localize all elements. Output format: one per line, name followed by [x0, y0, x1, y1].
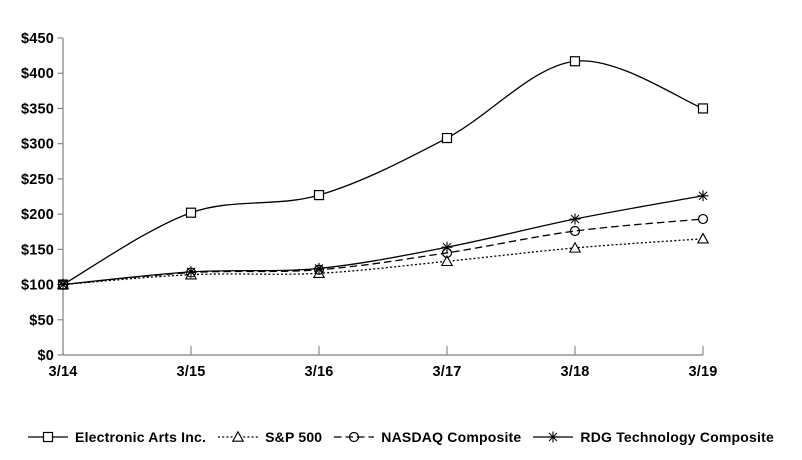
legend-label-rdg: RDG Technology Composite	[580, 429, 774, 445]
triangle-marker-icon	[440, 254, 454, 267]
y-axis-tick-label: $200	[21, 207, 54, 223]
legend-item-nasdaq: NASDAQ Composite	[334, 429, 521, 445]
x-axis-tick-label: 3/19	[688, 364, 717, 380]
square-marker-icon	[313, 189, 325, 201]
electronic-arts-inc-marker	[313, 189, 325, 201]
square-marker-icon	[697, 103, 709, 114]
y-axis-tick-label: $450	[21, 31, 54, 47]
rdg-technology-composite-marker	[697, 190, 709, 202]
y-axis-tick-label: $250	[21, 172, 54, 188]
x-axis-tick-label: 3/15	[176, 364, 205, 380]
y-axis-tick-label: $150	[21, 242, 54, 258]
x-axis-tick-label: 3/14	[48, 364, 77, 380]
nasdaq-composite-marker	[569, 225, 581, 237]
legend-label-sp500: S&P 500	[265, 429, 323, 445]
y-axis-tick-label: $50	[29, 313, 54, 329]
legend-label-electronic-arts: Electronic Arts Inc.	[75, 429, 207, 445]
rdg-technology-composite-marker	[569, 213, 581, 225]
series-line-electronic-arts-inc	[62, 60, 704, 286]
chart-legend: Electronic Arts Inc. S&P 500 NASDAQ Comp…	[0, 429, 802, 445]
legend-item-sp500: S&P 500	[218, 429, 322, 445]
asterisk-marker-icon	[314, 263, 324, 273]
y-axis-tick-label: $0	[37, 348, 54, 364]
square-marker-icon	[42, 431, 54, 443]
asterisk-marker-icon	[570, 214, 580, 224]
electronic-arts-inc-marker	[441, 132, 453, 144]
rdg-technology-composite-marker	[441, 241, 453, 253]
square-marker-icon	[28, 431, 69, 443]
legend-marker	[231, 430, 245, 442]
series-line-s-p-500	[62, 238, 704, 286]
asterisk-marker-icon	[698, 191, 708, 201]
x-axis-tick-label: 3/17	[432, 364, 461, 380]
s-p-500-marker	[568, 241, 582, 253]
circle-marker-icon	[349, 431, 360, 443]
asterisk-marker-icon	[549, 432, 558, 442]
s-p-500-marker	[696, 232, 710, 244]
electronic-arts-inc-marker	[697, 103, 709, 114]
s-p-500-marker	[440, 254, 454, 267]
electronic-arts-inc-marker	[185, 207, 197, 218]
triangle-marker-icon	[218, 430, 259, 442]
series-line-nasdaq-composite	[62, 218, 704, 286]
asterisk-marker-icon	[186, 267, 196, 277]
legend-item-electronic-arts: Electronic Arts Inc.	[28, 429, 206, 445]
y-axis-tick-label: $100	[21, 278, 54, 294]
series-line-rdg-technology-composite	[62, 195, 704, 286]
plot-area: $0 $50 $100 $150 $200 $250 $300 $350 $400 $450 3/1…	[21, 31, 717, 380]
asterisk-marker-icon	[442, 242, 452, 252]
square-marker-icon	[569, 56, 581, 67]
y-axis-tick-label: $300	[21, 137, 54, 153]
x-axis-tick-label: 3/16	[304, 364, 333, 380]
rdg-technology-composite-marker	[185, 266, 197, 278]
rdg-technology-composite-marker	[57, 279, 69, 291]
x-axis-tick-label: 3/18	[560, 364, 589, 380]
legend-item-rdg: RDG Technology Composite	[533, 429, 774, 445]
legend-marker	[349, 431, 360, 443]
y-axis-tick-label: $350	[21, 101, 54, 117]
legend-label-nasdaq: NASDAQ Composite	[381, 429, 522, 445]
rdg-technology-composite-marker	[313, 262, 325, 274]
circle-marker-icon	[569, 225, 581, 237]
triangle-marker-icon	[568, 241, 582, 253]
legend-marker	[42, 431, 54, 443]
asterisk-marker-icon	[58, 280, 68, 289]
circle-marker-icon	[697, 213, 709, 225]
electronic-arts-inc-marker	[569, 56, 581, 67]
square-marker-icon	[185, 207, 197, 218]
triangle-marker-icon	[231, 430, 245, 442]
asterisk-marker-icon	[533, 431, 574, 443]
nasdaq-composite-marker	[697, 213, 709, 225]
legend-marker	[547, 431, 559, 443]
square-marker-icon	[441, 132, 453, 144]
circle-marker-icon	[334, 431, 375, 443]
triangle-marker-icon	[696, 232, 710, 244]
y-axis-tick-label: $400	[21, 66, 54, 82]
